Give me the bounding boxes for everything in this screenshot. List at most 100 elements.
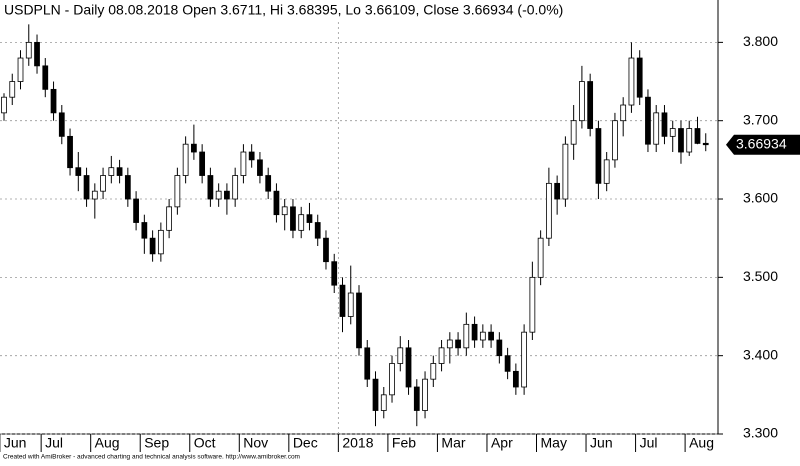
y-tick-label: 3.600 bbox=[743, 190, 778, 206]
candle-body bbox=[504, 355, 511, 372]
candle-body bbox=[364, 347, 371, 380]
candle-body bbox=[100, 175, 106, 192]
x-tick-label: Jun bbox=[4, 435, 27, 451]
candle-body bbox=[124, 175, 131, 200]
y-tick-label: 3.800 bbox=[743, 33, 778, 49]
candle-body bbox=[694, 128, 701, 144]
candle-body bbox=[133, 198, 139, 223]
candle-body bbox=[1, 96, 7, 114]
x-tick-label: May bbox=[541, 435, 567, 451]
candle-body bbox=[661, 112, 668, 137]
x-tick-label: Oct bbox=[194, 435, 216, 451]
candle-body bbox=[182, 143, 189, 176]
candle-body bbox=[157, 229, 164, 255]
candle-body bbox=[702, 142, 709, 146]
candle-body bbox=[108, 167, 115, 176]
candle-body bbox=[488, 331, 494, 341]
last-price-marker bbox=[726, 134, 800, 155]
x-tick-label: Feb bbox=[392, 435, 416, 451]
candle-body bbox=[174, 175, 181, 208]
candle-body bbox=[430, 363, 437, 380]
candle-body bbox=[199, 151, 206, 176]
candle-body bbox=[636, 57, 643, 98]
candle-body bbox=[265, 175, 272, 192]
candle-body bbox=[405, 347, 412, 388]
chart-title: USDPLN - Daily 08.08.2018 Open 3.6711, H… bbox=[4, 2, 563, 18]
candle-body bbox=[290, 206, 296, 231]
candle-body bbox=[529, 276, 536, 333]
candle-body bbox=[546, 182, 552, 239]
x-tick-label: 2018 bbox=[342, 435, 373, 451]
candle-body bbox=[314, 222, 321, 239]
x-tick-label: Apr bbox=[491, 435, 513, 451]
candle-body bbox=[25, 41, 32, 59]
candle-body bbox=[562, 143, 569, 200]
candle-body bbox=[50, 88, 57, 114]
candle-body bbox=[9, 81, 16, 98]
candle-body bbox=[331, 261, 338, 286]
candle-body bbox=[446, 339, 453, 349]
candle-body bbox=[306, 214, 313, 223]
candle-body bbox=[166, 206, 172, 231]
x-tick-label: Mar bbox=[441, 435, 465, 451]
footer: Created with AmiBroker - advanced charti… bbox=[3, 454, 300, 461]
candle-body bbox=[75, 167, 82, 176]
candle-body bbox=[603, 159, 610, 184]
x-tick-label: Jun bbox=[590, 435, 613, 451]
x-tick-label: Jul bbox=[45, 435, 63, 451]
candle-body bbox=[413, 386, 420, 411]
candle-body bbox=[554, 182, 561, 200]
last-price-label: 3.66934 bbox=[736, 135, 787, 151]
candle-body bbox=[215, 190, 222, 200]
candle-body bbox=[347, 292, 354, 317]
candle-body bbox=[273, 190, 280, 216]
candle-body bbox=[34, 41, 40, 67]
candle-body bbox=[612, 120, 618, 161]
x-tick-label: Aug bbox=[689, 435, 714, 451]
candle-body bbox=[438, 347, 445, 364]
candle-body bbox=[67, 135, 73, 169]
candle-body bbox=[620, 104, 627, 122]
y-tick-label: 3.500 bbox=[743, 268, 778, 284]
candle-body bbox=[669, 128, 676, 137]
candle-body bbox=[323, 237, 329, 263]
candle-body bbox=[372, 378, 379, 411]
candle-body bbox=[686, 128, 693, 153]
y-tick-label: 3.400 bbox=[743, 346, 778, 362]
candle-body bbox=[248, 151, 255, 161]
candle-body bbox=[389, 363, 395, 396]
candle-body bbox=[537, 237, 544, 278]
x-tick-label: Jul bbox=[640, 435, 658, 451]
candle-body bbox=[298, 214, 305, 231]
x-tick-label: Dec bbox=[293, 435, 318, 451]
candle-body bbox=[628, 57, 635, 106]
candle-body bbox=[232, 175, 239, 200]
candle-body bbox=[512, 370, 519, 388]
candle-body bbox=[397, 347, 404, 364]
candle-body bbox=[207, 175, 214, 200]
candle-body bbox=[645, 96, 651, 145]
candle-body bbox=[281, 206, 288, 216]
candle-body bbox=[570, 120, 577, 145]
candle-body bbox=[463, 323, 470, 349]
candle-body bbox=[116, 167, 123, 176]
candle-body bbox=[678, 128, 684, 153]
x-tick-label: Sep bbox=[144, 435, 169, 451]
candle-body bbox=[496, 339, 503, 357]
candle-body bbox=[455, 339, 461, 349]
candle-body bbox=[58, 112, 65, 137]
candle-body bbox=[356, 292, 362, 349]
candle-body bbox=[42, 65, 49, 90]
y-tick-label: 3.700 bbox=[743, 111, 778, 127]
candle-body bbox=[240, 151, 247, 176]
candle-body bbox=[91, 190, 98, 200]
candle-body bbox=[149, 237, 156, 255]
candle-body bbox=[141, 222, 148, 239]
candle-body bbox=[422, 378, 428, 411]
x-tick-label: Nov bbox=[243, 435, 268, 451]
candle-body bbox=[257, 159, 263, 176]
candle-body bbox=[339, 284, 346, 317]
